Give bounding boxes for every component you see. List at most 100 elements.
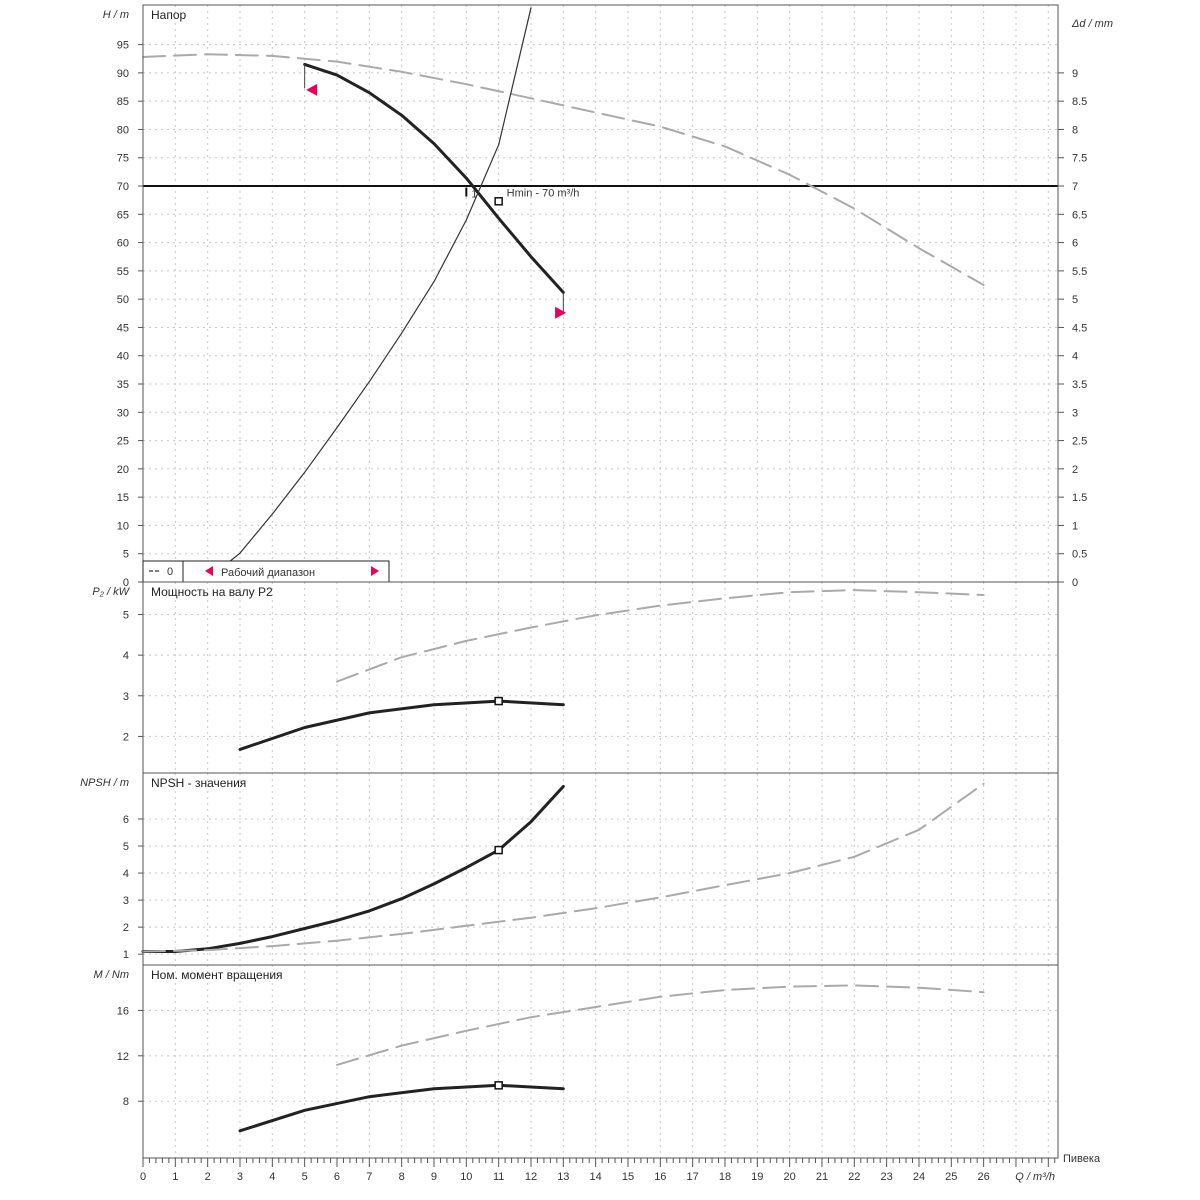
x-tick-label: 21 <box>816 1171 828 1183</box>
head-ytick-label: 0 <box>123 577 129 589</box>
power-ytick-label: 2 <box>123 731 129 743</box>
x-tick-label: 23 <box>881 1171 893 1183</box>
npsh-panel-frame <box>142 772 1059 966</box>
head-ytick-label: 55 <box>117 266 129 278</box>
right-ytick-label: 0 <box>1072 577 1078 589</box>
right-ytick-label: 5 <box>1072 294 1078 306</box>
npsh-ytick-label: 4 <box>123 868 129 880</box>
head-ytick-label: 25 <box>117 436 129 448</box>
x-tick-label: 17 <box>687 1171 699 1183</box>
x-tick-label: 6 <box>334 1171 340 1183</box>
right-ytick-label: 8.5 <box>1072 96 1087 108</box>
npsh-ytick-label: 2 <box>123 922 129 934</box>
operating-range-limit-marker <box>555 306 567 319</box>
right-ytick-label: 4 <box>1072 351 1078 363</box>
npsh-duty-point-marker <box>494 845 503 855</box>
head-duty-point-marker <box>494 197 503 206</box>
head-ytick-label: 85 <box>117 96 129 108</box>
right-ytick-label: 6 <box>1072 238 1078 250</box>
x-tick-label: 4 <box>269 1171 275 1183</box>
right-ytick-label: 2 <box>1072 464 1078 476</box>
head-ytick-label: 15 <box>117 492 129 504</box>
power-duty-point-marker <box>494 696 503 706</box>
torque-panel-title: Ном. момент вращения <box>151 968 283 982</box>
head-panel-frame <box>142 4 1059 583</box>
x-tick-label: 14 <box>590 1171 602 1183</box>
head-ytick-label: 35 <box>117 379 129 391</box>
head-ytick-label: 65 <box>117 209 129 221</box>
head-ytick-label: 95 <box>117 40 129 52</box>
x-tick-label: 1 <box>172 1171 178 1183</box>
head-reference-curve <box>142 53 985 286</box>
torque-ytick-label: 8 <box>123 1096 129 1108</box>
head-ytick-label: 90 <box>117 68 129 80</box>
x-tick-label: 10 <box>460 1171 472 1183</box>
power-ytick-label: 5 <box>123 610 129 622</box>
legend-left-text: 0 <box>167 566 173 578</box>
right-ytick-label: 0.5 <box>1072 549 1087 561</box>
head-ytick-label: 40 <box>117 351 129 363</box>
head-ytick-label: 45 <box>117 322 129 334</box>
power-active-curve <box>238 699 565 751</box>
x-tick-label: 24 <box>913 1171 925 1183</box>
label-layer: 05101520253035404550556065707580859095H … <box>80 8 1113 1183</box>
x-tick-label: 12 <box>525 1171 537 1183</box>
x-tick-label: 22 <box>848 1171 860 1183</box>
power-panel-frame <box>142 581 1059 774</box>
torque-axis-title: M / Nm <box>94 969 129 981</box>
x-tick-label: 26 <box>978 1171 990 1183</box>
legend-end-marker <box>371 566 379 576</box>
head-ytick-label: 10 <box>117 520 129 532</box>
head-active-curve <box>303 62 565 294</box>
torque-panel-frame <box>142 964 1059 1159</box>
intersection-label: 1 <box>471 189 477 201</box>
npsh-active-curve <box>141 785 565 953</box>
right-ytick-label: 5.5 <box>1072 266 1087 278</box>
x-tick-label: 8 <box>399 1171 405 1183</box>
x-tick-label: 7 <box>366 1171 372 1183</box>
torque-ytick-label: 12 <box>117 1051 129 1063</box>
npsh-panel-title: NPSH - значения <box>151 776 246 790</box>
curve-layer <box>141 7 1058 1133</box>
x-tick-label: 25 <box>945 1171 957 1183</box>
head-panel-title: Напор <box>151 8 187 22</box>
right-ytick-label: 3.5 <box>1072 379 1087 391</box>
npsh-ytick-label: 6 <box>123 814 129 826</box>
x-tick-label: 15 <box>622 1171 634 1183</box>
legend-right-text: Рабочий диапазон <box>221 567 315 579</box>
right-axis-title: Δd / mm <box>1071 18 1113 30</box>
legend-start-marker <box>205 566 213 576</box>
head-ytick-label: 70 <box>117 181 129 193</box>
x-axis-footer-label: Пивека <box>1063 1153 1101 1165</box>
x-tick-label: 20 <box>784 1171 796 1183</box>
power-ytick-label: 4 <box>123 650 129 662</box>
head-ytick-label: 80 <box>117 124 129 136</box>
right-ytick-label: 4.5 <box>1072 322 1087 334</box>
power-ytick-label: 3 <box>123 691 129 703</box>
x-tick-label: 2 <box>205 1171 211 1183</box>
operating-range-limit-marker <box>306 83 318 96</box>
npsh-ytick-label: 5 <box>123 841 129 853</box>
right-ytick-label: 1 <box>1072 520 1078 532</box>
head-ytick-label: 75 <box>117 153 129 165</box>
x-tick-label: 0 <box>140 1171 146 1183</box>
power-axis-title: P₂ / kW <box>92 586 130 598</box>
torque-reference-curve <box>336 984 985 1066</box>
duty-point-label: Hmin - 70 m³/h <box>507 187 580 199</box>
frame-layer <box>138 4 1064 1167</box>
x-tick-label: 3 <box>237 1171 243 1183</box>
right-ytick-label: 8 <box>1072 124 1078 136</box>
right-ytick-label: 7.5 <box>1072 153 1087 165</box>
head-axis-title: H / m <box>103 9 129 21</box>
npsh-axis-title: NPSH / m <box>80 777 129 789</box>
right-ytick-label: 1.5 <box>1072 492 1087 504</box>
right-ytick-label: 6.5 <box>1072 209 1087 221</box>
torque-ytick-label: 16 <box>117 1005 129 1017</box>
x-tick-label: 18 <box>719 1171 731 1183</box>
x-tick-label: 5 <box>302 1171 308 1183</box>
head-ytick-label: 5 <box>123 549 129 561</box>
right-ytick-label: 2.5 <box>1072 436 1087 448</box>
head-system-curve <box>223 7 532 567</box>
torque-duty-point-marker <box>494 1081 503 1090</box>
